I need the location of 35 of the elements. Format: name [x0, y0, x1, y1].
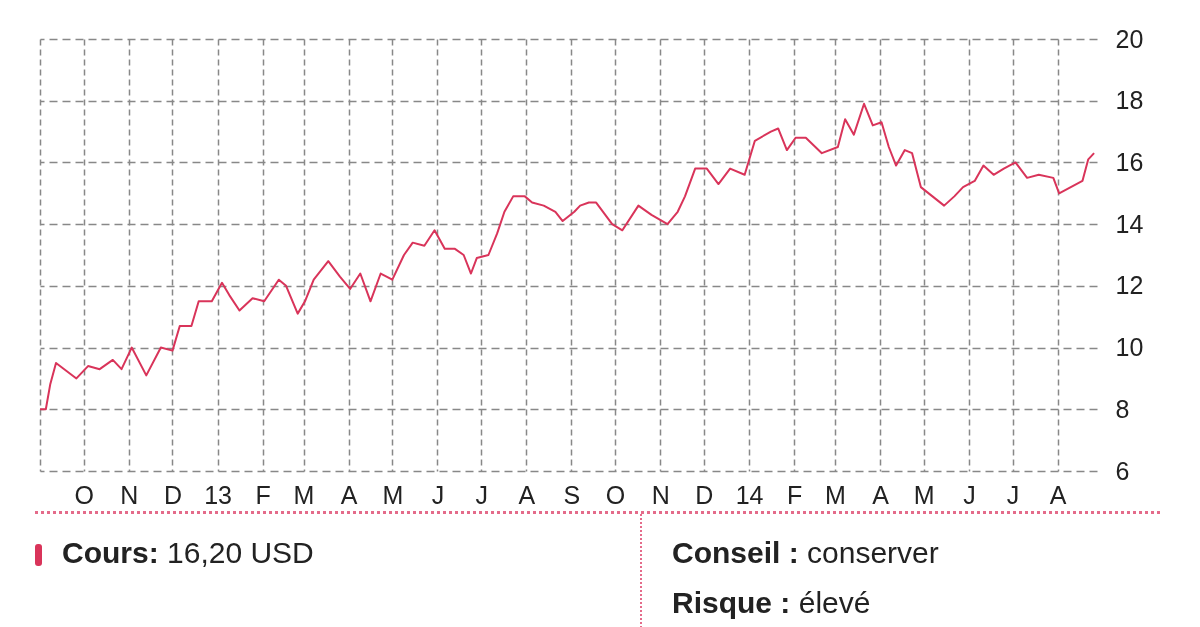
x-tick-label: F: [787, 480, 803, 509]
x-tick-label: M: [382, 480, 404, 509]
y-tick-label: 6: [1115, 456, 1130, 485]
x-tick-label: A: [872, 480, 890, 509]
y-tick-label: 18: [1115, 86, 1144, 115]
x-tick-label: O: [74, 480, 94, 509]
x-tick-label: D: [163, 480, 183, 509]
x-tick-label: 13: [204, 480, 233, 509]
x-tick-label: A: [1049, 480, 1067, 509]
x-tick-label: J: [963, 480, 976, 509]
x-tick-label: J: [475, 480, 488, 509]
x-tick-label: N: [120, 480, 139, 509]
y-tick-label: 16: [1115, 147, 1144, 176]
y-tick-label: 14: [1115, 209, 1144, 238]
text: Risque : élevé: [672, 585, 872, 621]
x-tick-label: M: [293, 480, 315, 509]
line-series: [40, 102, 1096, 411]
x-tick-label: J: [1006, 480, 1020, 509]
y-tick-label: 12: [1115, 271, 1144, 300]
x-tick-label: M: [913, 480, 935, 509]
x-tick-label: J: [431, 480, 445, 509]
text: Conseil : conserver: [672, 535, 939, 571]
x-tick-label: A: [518, 480, 536, 509]
x-tick-label: S: [563, 480, 581, 509]
y-tick-label: 10: [1115, 333, 1144, 362]
x-tick-label: A: [340, 480, 358, 509]
x-tick-label: D: [695, 480, 714, 509]
x-tick-label: 14: [735, 480, 764, 509]
x-tick-label: N: [651, 480, 670, 509]
y-tick-label: 20: [1115, 24, 1144, 53]
x-tick-label: F: [255, 480, 271, 509]
x-tick-label: M: [825, 480, 846, 509]
x-tick-label: O: [605, 480, 626, 509]
text: Cours: 16,20 USD: [61, 535, 315, 571]
y-tick-label: 8: [1115, 394, 1130, 423]
